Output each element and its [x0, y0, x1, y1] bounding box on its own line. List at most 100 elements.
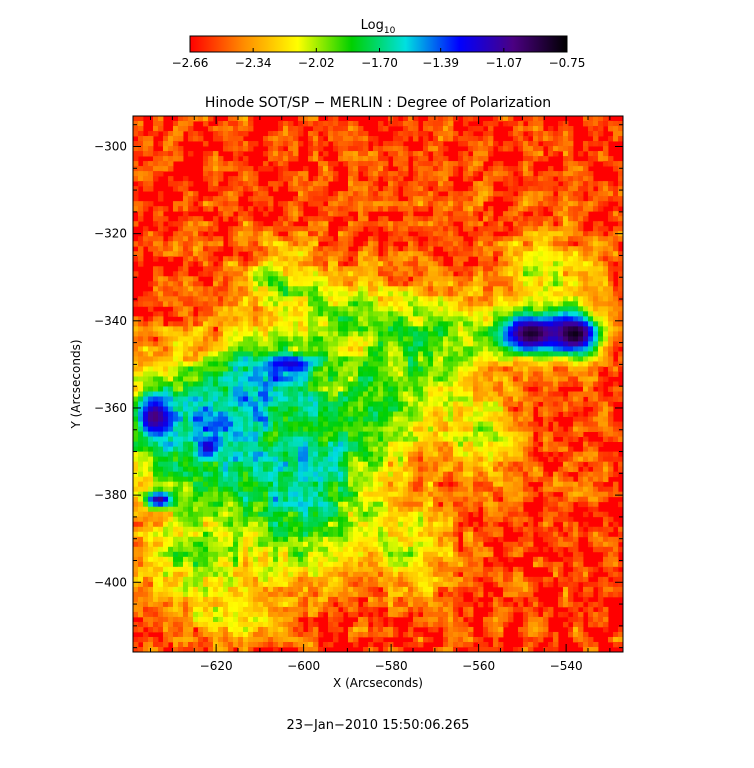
heatmap-cell: [548, 221, 554, 227]
heatmap-cell: [333, 121, 339, 127]
heatmap-cell: [543, 396, 549, 402]
heatmap-cell: [538, 231, 544, 237]
heatmap-cell: [508, 406, 514, 412]
heatmap-cell: [368, 261, 374, 267]
heatmap-cell: [348, 381, 354, 387]
heatmap-cell: [278, 121, 284, 127]
heatmap-cell: [588, 306, 594, 312]
heatmap-cell: [178, 341, 184, 347]
heatmap-cell: [223, 211, 229, 217]
heatmap-cell: [253, 406, 259, 412]
heatmap-cell: [133, 376, 139, 382]
heatmap-cell: [353, 306, 359, 312]
heatmap-cell: [588, 256, 594, 262]
heatmap-cell: [353, 351, 359, 357]
heatmap-cell: [448, 166, 454, 172]
heatmap-cell: [263, 301, 269, 307]
heatmap-cell: [348, 121, 354, 127]
heatmap-cell: [268, 321, 274, 327]
heatmap-cell: [398, 161, 404, 167]
heatmap-cell: [383, 196, 389, 202]
heatmap-cell: [158, 321, 164, 327]
heatmap-cell: [568, 321, 574, 327]
heatmap-cell: [553, 336, 559, 342]
heatmap-cell: [138, 316, 144, 322]
heatmap-cell: [338, 131, 344, 137]
heatmap-cell: [318, 296, 324, 302]
heatmap-cell: [503, 211, 509, 217]
heatmap-cell: [173, 156, 179, 162]
heatmap-cell: [268, 141, 274, 147]
heatmap-cell: [298, 131, 304, 137]
heatmap-cell: [608, 121, 614, 127]
heatmap-cell: [273, 156, 279, 162]
heatmap-cell: [183, 371, 189, 377]
heatmap-cell: [503, 141, 509, 147]
heatmap-cell: [193, 391, 199, 397]
heatmap-cell: [413, 226, 419, 232]
heatmap-cell: [343, 341, 349, 347]
heatmap-cell: [288, 131, 294, 137]
heatmap-cell: [548, 331, 554, 337]
heatmap-cell: [618, 271, 623, 277]
heatmap-cell: [433, 131, 439, 137]
heatmap-cell: [428, 396, 434, 402]
heatmap-cell: [493, 161, 499, 167]
heatmap-cell: [493, 361, 499, 367]
heatmap-cell: [603, 321, 609, 327]
heatmap-cell: [578, 181, 584, 187]
heatmap-cell: [208, 341, 214, 347]
heatmap-cell: [278, 226, 284, 232]
heatmap-cell: [403, 251, 409, 257]
heatmap-cell: [368, 201, 374, 207]
heatmap-cell: [568, 166, 574, 172]
heatmap-cell: [218, 171, 224, 177]
heatmap-cell: [583, 201, 589, 207]
heatmap-cell: [498, 311, 504, 317]
heatmap-cell: [273, 401, 279, 407]
heatmap-cell: [208, 406, 214, 412]
heatmap-cell: [528, 131, 534, 137]
heatmap-cell: [233, 216, 239, 222]
heatmap-cell: [328, 411, 334, 417]
heatmap-cell: [558, 226, 564, 232]
heatmap-cell: [523, 396, 529, 402]
heatmap-cell: [328, 306, 334, 312]
heatmap-cell: [508, 206, 514, 212]
heatmap-cell: [528, 396, 534, 402]
heatmap-cell: [568, 196, 574, 202]
heatmap-cell: [368, 321, 374, 327]
heatmap-cell: [593, 156, 599, 162]
heatmap-cell: [288, 321, 294, 327]
heatmap-cell: [398, 251, 404, 257]
heatmap-cell: [148, 336, 154, 342]
heatmap-cell: [558, 366, 564, 372]
heatmap-cell: [273, 151, 279, 157]
heatmap-cell: [438, 226, 444, 232]
heatmap-cell: [348, 306, 354, 312]
heatmap-cell: [533, 321, 539, 327]
heatmap-cell: [538, 256, 544, 262]
heatmap-cell: [413, 316, 419, 322]
heatmap-cell: [238, 221, 244, 227]
heatmap-cell: [358, 286, 364, 292]
heatmap-cell: [178, 391, 184, 397]
heatmap-cell: [478, 346, 484, 352]
heatmap-cell: [368, 406, 374, 412]
heatmap-cell: [433, 271, 439, 277]
heatmap-cell: [138, 366, 144, 372]
heatmap-cell: [388, 346, 394, 352]
heatmap-cell: [523, 331, 529, 337]
heatmap-cell: [528, 181, 534, 187]
heatmap-cell: [318, 211, 324, 217]
heatmap-cell: [548, 251, 554, 257]
heatmap-cell: [563, 311, 569, 317]
heatmap-cell: [328, 266, 334, 272]
heatmap-cell: [558, 141, 564, 147]
heatmap-cell: [188, 261, 194, 267]
heatmap-cell: [243, 336, 249, 342]
heatmap-cell: [463, 161, 469, 167]
heatmap-cell: [488, 241, 494, 247]
heatmap-cell: [413, 191, 419, 197]
heatmap-cell: [458, 351, 464, 357]
